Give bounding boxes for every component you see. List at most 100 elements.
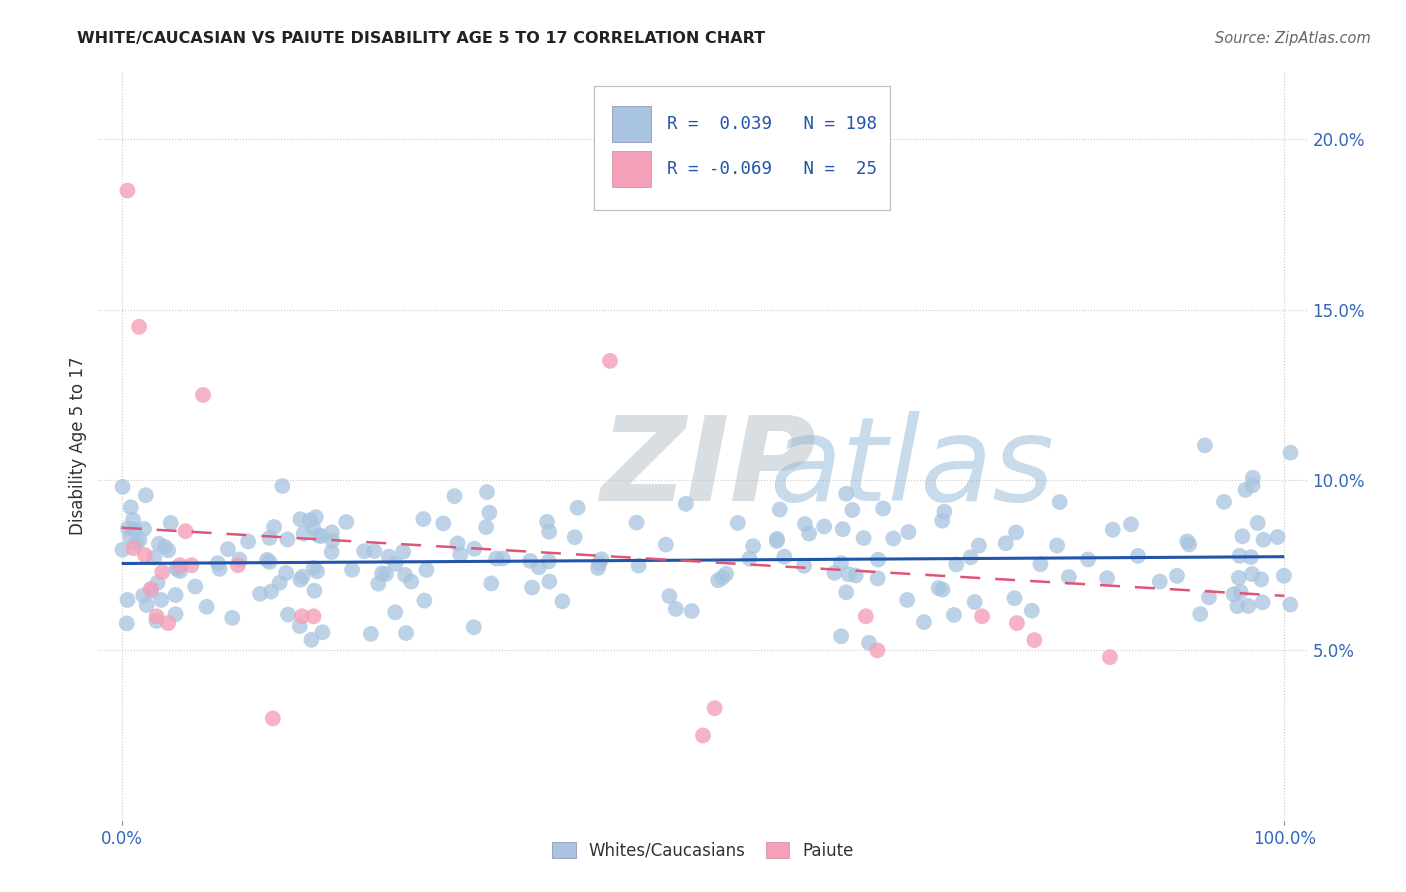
- Point: [375, 566, 398, 581]
- Point: [837, 567, 859, 582]
- Text: R =  0.039   N = 198: R = 0.039 N = 198: [666, 115, 877, 133]
- Point: [773, 549, 796, 564]
- Point: [150, 593, 173, 607]
- Point: [226, 558, 249, 573]
- Point: [520, 581, 543, 595]
- Point: [360, 627, 382, 641]
- Point: [1024, 633, 1046, 648]
- Point: [1246, 516, 1268, 530]
- Point: [1240, 549, 1263, 564]
- Point: [321, 533, 343, 548]
- Text: WHITE/CAUCASIAN VS PAIUTE DISABILITY AGE 5 TO 17 CORRELATION CHART: WHITE/CAUCASIAN VS PAIUTE DISABILITY AGE…: [77, 31, 765, 46]
- Point: [1126, 549, 1149, 563]
- Point: [727, 516, 749, 530]
- Point: [378, 549, 401, 564]
- Point: [830, 629, 852, 643]
- Point: [259, 531, 281, 545]
- Point: [135, 598, 157, 612]
- Point: [169, 564, 191, 578]
- Point: [626, 516, 648, 530]
- Point: [1267, 530, 1289, 544]
- Point: [384, 557, 406, 571]
- Point: [479, 576, 502, 591]
- Point: [117, 184, 139, 198]
- Point: [1119, 517, 1142, 532]
- Point: [485, 551, 508, 566]
- Point: [536, 515, 558, 529]
- Point: [658, 589, 681, 603]
- Point: [794, 516, 817, 531]
- Point: [591, 552, 613, 566]
- Point: [321, 545, 343, 559]
- Point: [492, 551, 515, 566]
- Point: [195, 599, 218, 614]
- Point: [963, 595, 986, 609]
- Point: [135, 488, 157, 502]
- Point: [134, 548, 156, 562]
- Point: [970, 609, 993, 624]
- Point: [1253, 533, 1275, 547]
- Point: [931, 514, 953, 528]
- Point: [236, 534, 259, 549]
- Point: [157, 616, 180, 631]
- Point: [277, 607, 299, 622]
- Point: [288, 619, 311, 633]
- Point: [882, 532, 904, 546]
- Point: [208, 562, 231, 576]
- Point: [738, 551, 761, 566]
- Point: [207, 556, 229, 570]
- Point: [228, 552, 250, 566]
- Point: [120, 530, 142, 544]
- Point: [1272, 569, 1295, 583]
- Point: [1095, 571, 1118, 585]
- Point: [412, 512, 434, 526]
- Point: [125, 536, 148, 550]
- Legend: Whites/Caucasians, Paiute: Whites/Caucasians, Paiute: [546, 835, 860, 866]
- Point: [446, 536, 468, 550]
- Point: [139, 584, 162, 599]
- Point: [271, 479, 294, 493]
- Point: [519, 554, 541, 568]
- Point: [432, 516, 454, 531]
- Text: Source: ZipAtlas.com: Source: ZipAtlas.com: [1215, 31, 1371, 46]
- Point: [1005, 616, 1028, 631]
- Point: [302, 561, 325, 575]
- Point: [122, 513, 145, 527]
- Text: ZIP: ZIP: [600, 411, 817, 526]
- FancyBboxPatch shape: [613, 106, 651, 142]
- Point: [959, 550, 981, 565]
- Point: [1241, 478, 1264, 492]
- Point: [308, 528, 330, 542]
- Point: [463, 541, 485, 556]
- Point: [184, 580, 207, 594]
- Point: [681, 604, 703, 618]
- Point: [145, 614, 167, 628]
- Point: [395, 626, 418, 640]
- Point: [707, 573, 730, 587]
- Point: [256, 553, 278, 567]
- Point: [1005, 525, 1028, 540]
- Point: [1101, 523, 1123, 537]
- Point: [169, 558, 191, 573]
- Point: [301, 632, 323, 647]
- Point: [872, 501, 894, 516]
- Point: [166, 562, 188, 576]
- Point: [132, 589, 155, 603]
- Point: [897, 524, 920, 539]
- Point: [290, 573, 312, 587]
- Point: [866, 571, 889, 585]
- Point: [538, 574, 561, 589]
- Point: [259, 555, 281, 569]
- Point: [148, 537, 170, 551]
- Point: [191, 388, 214, 402]
- Point: [855, 609, 877, 624]
- Point: [1049, 495, 1071, 509]
- Point: [868, 552, 890, 566]
- Point: [1222, 587, 1244, 601]
- Point: [415, 563, 437, 577]
- Point: [813, 519, 835, 533]
- Point: [1194, 438, 1216, 452]
- Point: [1241, 471, 1264, 485]
- Point: [305, 510, 328, 524]
- Point: [797, 526, 820, 541]
